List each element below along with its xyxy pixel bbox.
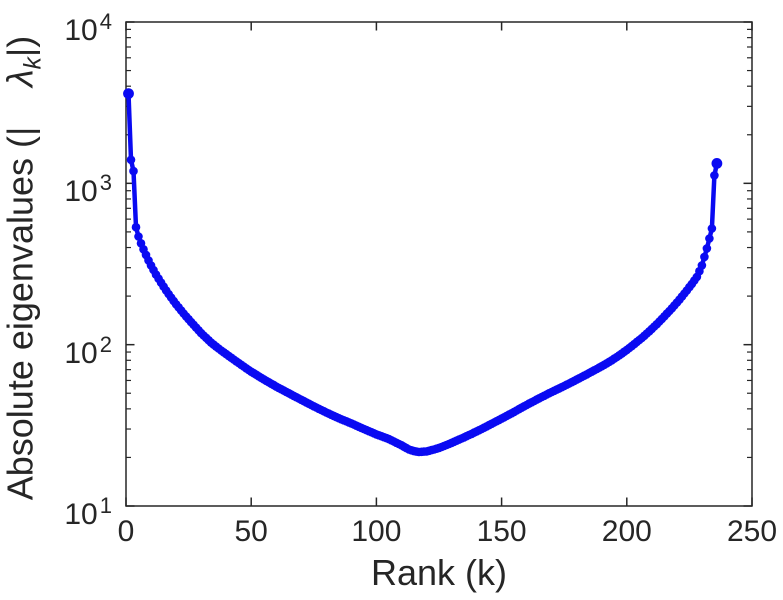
data-point-marker xyxy=(710,171,719,180)
y-tick-exponent: 4 xyxy=(99,9,112,34)
y-tick-base: 10 xyxy=(64,498,98,531)
x-tick-label: 200 xyxy=(601,515,652,548)
data-point-marker xyxy=(129,166,138,176)
y-axis-label-suffix: |) xyxy=(0,35,41,58)
y-tick-label: 103 xyxy=(64,162,112,208)
data-point-marker xyxy=(134,232,143,241)
y-tick-label: 104 xyxy=(64,1,112,47)
data-point-marker xyxy=(131,222,141,232)
data-point-marker xyxy=(711,158,723,169)
data-point-marker xyxy=(126,155,136,165)
y-tick-base: 10 xyxy=(64,175,98,209)
x-tick-label: 100 xyxy=(351,515,402,548)
data-point-marker xyxy=(705,234,714,243)
data-point-marker xyxy=(123,88,134,99)
data-point-marker xyxy=(702,244,712,253)
data-point-marker xyxy=(707,224,717,233)
eigenvalue-curve xyxy=(126,91,720,455)
axes-box xyxy=(125,21,753,507)
x-tick-label: 0 xyxy=(117,515,135,548)
lambda-subscript: k xyxy=(19,57,47,70)
x-axis-label: Rank (k) xyxy=(370,552,508,593)
y-axis-label-text: Absolute eigenvalues (| xyxy=(0,126,41,501)
x-tick-label: 250 xyxy=(726,515,778,548)
y-tick-label: 102 xyxy=(64,324,112,370)
y-axis-label: Absolute eigenvalues (| λk|) xyxy=(0,36,55,500)
y-tick-exponent: 2 xyxy=(99,331,112,357)
data-point-marker xyxy=(697,261,707,270)
lambda-symbol: λ xyxy=(0,69,41,88)
x-tick-label: 150 xyxy=(476,515,527,548)
y-tick-base: 10 xyxy=(64,336,98,370)
data-point-marker xyxy=(700,252,709,262)
y-tick-exponent: 1 xyxy=(99,493,112,518)
x-tick-label: 50 xyxy=(234,515,268,548)
y-tick-exponent: 3 xyxy=(99,170,112,196)
y-tick-base: 10 xyxy=(64,14,98,47)
y-tick-label: 101 xyxy=(64,485,112,531)
